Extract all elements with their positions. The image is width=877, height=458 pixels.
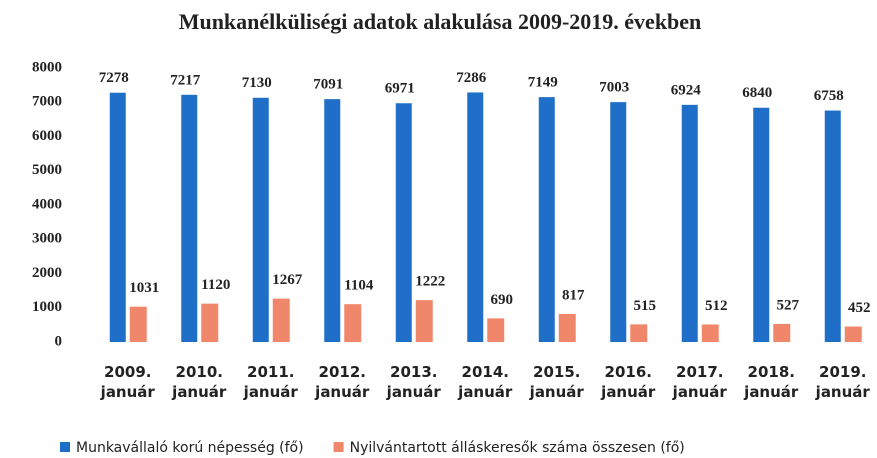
data-label: 7130 bbox=[242, 75, 272, 91]
data-label: 512 bbox=[705, 298, 728, 314]
bar bbox=[824, 110, 841, 342]
x-tick-label: 2011. január bbox=[243, 363, 298, 401]
bar bbox=[630, 324, 648, 342]
x-tick-label: 2009. január bbox=[100, 363, 155, 401]
bar bbox=[201, 303, 219, 342]
data-label: 527 bbox=[777, 297, 800, 313]
bar bbox=[272, 298, 290, 342]
bar bbox=[395, 103, 412, 342]
x-tick-label: 2012. január bbox=[315, 363, 370, 401]
data-label: 6840 bbox=[742, 85, 772, 101]
data-label: 6758 bbox=[814, 88, 844, 104]
y-tick-label: 2000 bbox=[32, 265, 62, 281]
legend-label: Munkavállaló korú népesség (fő) bbox=[76, 440, 304, 456]
bar bbox=[324, 99, 341, 343]
data-label: 6971 bbox=[385, 81, 415, 97]
data-label: 7149 bbox=[528, 75, 558, 91]
x-tick-label: 2016. január bbox=[601, 363, 656, 401]
data-label: 1104 bbox=[344, 278, 374, 294]
bar bbox=[129, 306, 147, 342]
y-tick-label: 8000 bbox=[32, 59, 62, 75]
bar bbox=[467, 92, 484, 342]
data-label: 7286 bbox=[456, 70, 487, 86]
y-tick-label: 3000 bbox=[32, 231, 62, 247]
y-tick-label: 1000 bbox=[32, 299, 62, 315]
x-tick-label: 2014. január bbox=[458, 363, 513, 401]
y-tick-label: 5000 bbox=[32, 162, 62, 178]
y-tick-label: 0 bbox=[55, 333, 63, 349]
data-label: 817 bbox=[562, 287, 585, 303]
x-tick-label: 2019. január bbox=[815, 363, 870, 401]
data-label: 7217 bbox=[170, 72, 201, 88]
bar bbox=[344, 304, 362, 342]
x-tick-label: 2010. január bbox=[172, 363, 227, 401]
data-label: 1267 bbox=[272, 272, 303, 288]
bar bbox=[753, 107, 770, 342]
y-tick-label: 7000 bbox=[32, 94, 62, 110]
bar bbox=[415, 300, 433, 342]
data-label: 6924 bbox=[671, 82, 702, 98]
legend-label: Nyilvántartott álláskeresők száma összes… bbox=[350, 440, 685, 456]
bar bbox=[252, 97, 269, 342]
bar bbox=[558, 314, 576, 342]
data-label: 7091 bbox=[313, 77, 343, 93]
data-label: 1222 bbox=[415, 274, 445, 290]
x-tick-label: 2013. január bbox=[386, 363, 441, 401]
y-tick-label: 4000 bbox=[32, 196, 62, 212]
bar bbox=[773, 323, 791, 342]
bar bbox=[681, 104, 698, 342]
bar bbox=[538, 97, 555, 342]
bar bbox=[610, 102, 627, 342]
y-tick-label: 6000 bbox=[32, 128, 62, 144]
data-label: 7278 bbox=[99, 70, 129, 86]
data-label: 1031 bbox=[129, 280, 159, 296]
data-label: 7003 bbox=[599, 80, 629, 96]
x-tick-label: 2015. január bbox=[529, 363, 584, 401]
legend-swatch bbox=[333, 442, 344, 452]
x-tick-label: 2018. január bbox=[744, 363, 799, 401]
data-label: 515 bbox=[634, 298, 657, 314]
bar bbox=[844, 326, 862, 342]
bar bbox=[109, 92, 126, 342]
bar bbox=[701, 324, 719, 342]
data-label: 690 bbox=[491, 292, 514, 308]
legend-swatch bbox=[60, 442, 70, 452]
data-label: 1120 bbox=[201, 277, 230, 293]
x-tick-label: 2017. január bbox=[672, 363, 727, 401]
bar bbox=[487, 318, 505, 342]
chart-title: Munkanélküliségi adatok alakulása 2009-2… bbox=[179, 9, 702, 34]
bar bbox=[181, 94, 198, 342]
data-label: 452 bbox=[848, 300, 871, 316]
